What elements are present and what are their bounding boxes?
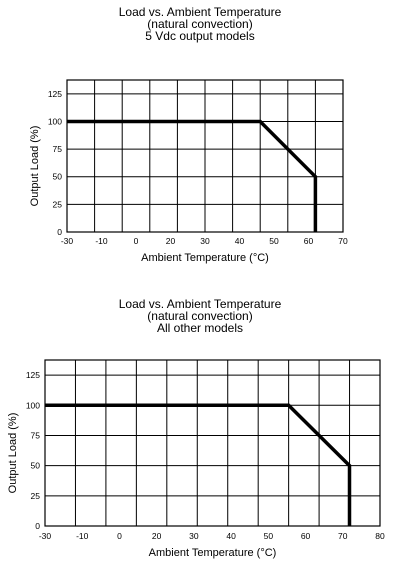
plot-frame xyxy=(44,359,381,527)
chart-subtitle: (natural convection) xyxy=(147,309,252,323)
y-tick-label: 75 xyxy=(31,430,41,440)
y-tick-label: 50 xyxy=(31,461,41,471)
y-tick-label: 100 xyxy=(48,116,62,126)
x-tick-label: 40 xyxy=(235,236,245,246)
y-tick-label: 100 xyxy=(26,400,40,410)
derating-curve xyxy=(45,403,352,526)
y-tick-label: 125 xyxy=(48,89,62,99)
x-tick-label: 30 xyxy=(189,531,199,541)
chart-title: Load vs. Ambient Temperature xyxy=(119,297,282,311)
plot-frame xyxy=(66,79,344,233)
x-tick-label: 60 xyxy=(304,236,314,246)
chart-1: Load vs. Ambient Temperature(natural con… xyxy=(29,5,348,264)
chart-subtitle-models: All other models xyxy=(157,321,243,335)
derating-curve xyxy=(67,119,318,232)
y-tick-label: 25 xyxy=(31,491,41,501)
y-tick-label: 25 xyxy=(53,199,63,209)
x-tick-label: 60 xyxy=(301,531,311,541)
chart-2: Load vs. Ambient Temperature(natural con… xyxy=(7,297,385,559)
x-tick-label: 20 xyxy=(166,236,176,246)
x-tick-label: 80 xyxy=(375,531,385,541)
chart-subtitle-models: 5 Vdc output models xyxy=(145,29,254,43)
x-tick-label: 70 xyxy=(338,531,348,541)
chart-title: Load vs. Ambient Temperature xyxy=(119,5,282,19)
x-tick-label: 0 xyxy=(117,531,122,541)
x-tick-label: 0 xyxy=(134,236,139,246)
y-tick-label: 125 xyxy=(26,370,40,380)
x-tick-label: 70 xyxy=(338,236,348,246)
x-tick-label: -30 xyxy=(39,531,52,541)
y-tick-label: 0 xyxy=(57,227,62,237)
y-axis-label: Output Load (%) xyxy=(29,126,41,207)
y-tick-label: 50 xyxy=(53,172,63,182)
x-axis-label: Ambient Temperature (°C) xyxy=(149,547,277,559)
x-tick-label: -30 xyxy=(61,236,74,246)
x-tick-label: 20 xyxy=(152,531,162,541)
y-tick-label: 75 xyxy=(53,144,63,154)
x-tick-label: 30 xyxy=(200,236,210,246)
y-tick-label: 0 xyxy=(35,521,40,531)
x-tick-label: 40 xyxy=(226,531,236,541)
x-tick-label: 50 xyxy=(264,531,274,541)
chart-subtitle: (natural convection) xyxy=(147,17,252,31)
x-axis-label: Ambient Temperature (°C) xyxy=(141,252,269,264)
y-axis-label: Output Load (%) xyxy=(7,413,19,494)
x-tick-label: -10 xyxy=(95,236,108,246)
x-tick-label: 50 xyxy=(269,236,279,246)
x-tick-label: -10 xyxy=(76,531,89,541)
